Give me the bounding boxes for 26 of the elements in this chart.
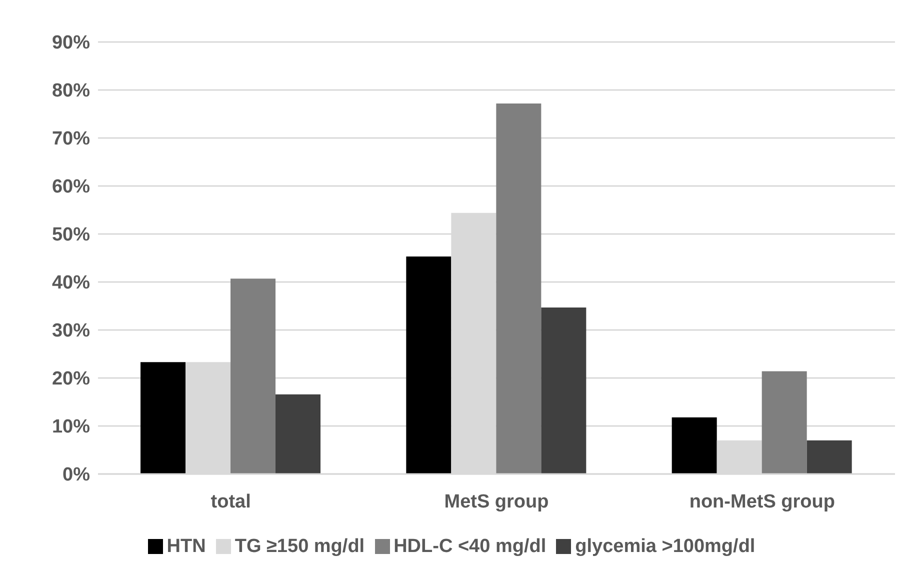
bar: [672, 417, 717, 474]
x-tick-label: MetS group: [444, 491, 549, 512]
bar: [276, 394, 321, 474]
y-tick-label: 80%: [52, 80, 90, 102]
legend-label: glycemia >100mg/dl: [575, 536, 756, 557]
y-tick-label: 30%: [52, 320, 90, 342]
bar: [140, 362, 186, 474]
legend-label: TG ≥150 mg/dl: [234, 536, 365, 557]
y-tick-label: 50%: [52, 224, 90, 246]
y-tick-label: 20%: [52, 368, 90, 390]
bar: [496, 103, 542, 474]
bar: [230, 278, 276, 474]
y-tick-label: 10%: [52, 416, 90, 438]
legend-label: HDL-C <40 mg/dl: [394, 536, 546, 557]
y-tick-label: 70%: [52, 128, 90, 150]
bar: [541, 307, 586, 474]
bar: [406, 256, 452, 474]
bar: [762, 371, 807, 474]
x-tick-label: total: [210, 491, 251, 512]
y-tick-label: 40%: [52, 272, 90, 294]
legend-label: HTN: [166, 536, 206, 557]
bar: [806, 440, 852, 474]
y-tick-label: 90%: [52, 32, 90, 54]
x-tick-label: non-MetS group: [689, 491, 835, 512]
y-tick-label: 0%: [62, 464, 90, 486]
y-tick-label: 60%: [52, 176, 90, 198]
